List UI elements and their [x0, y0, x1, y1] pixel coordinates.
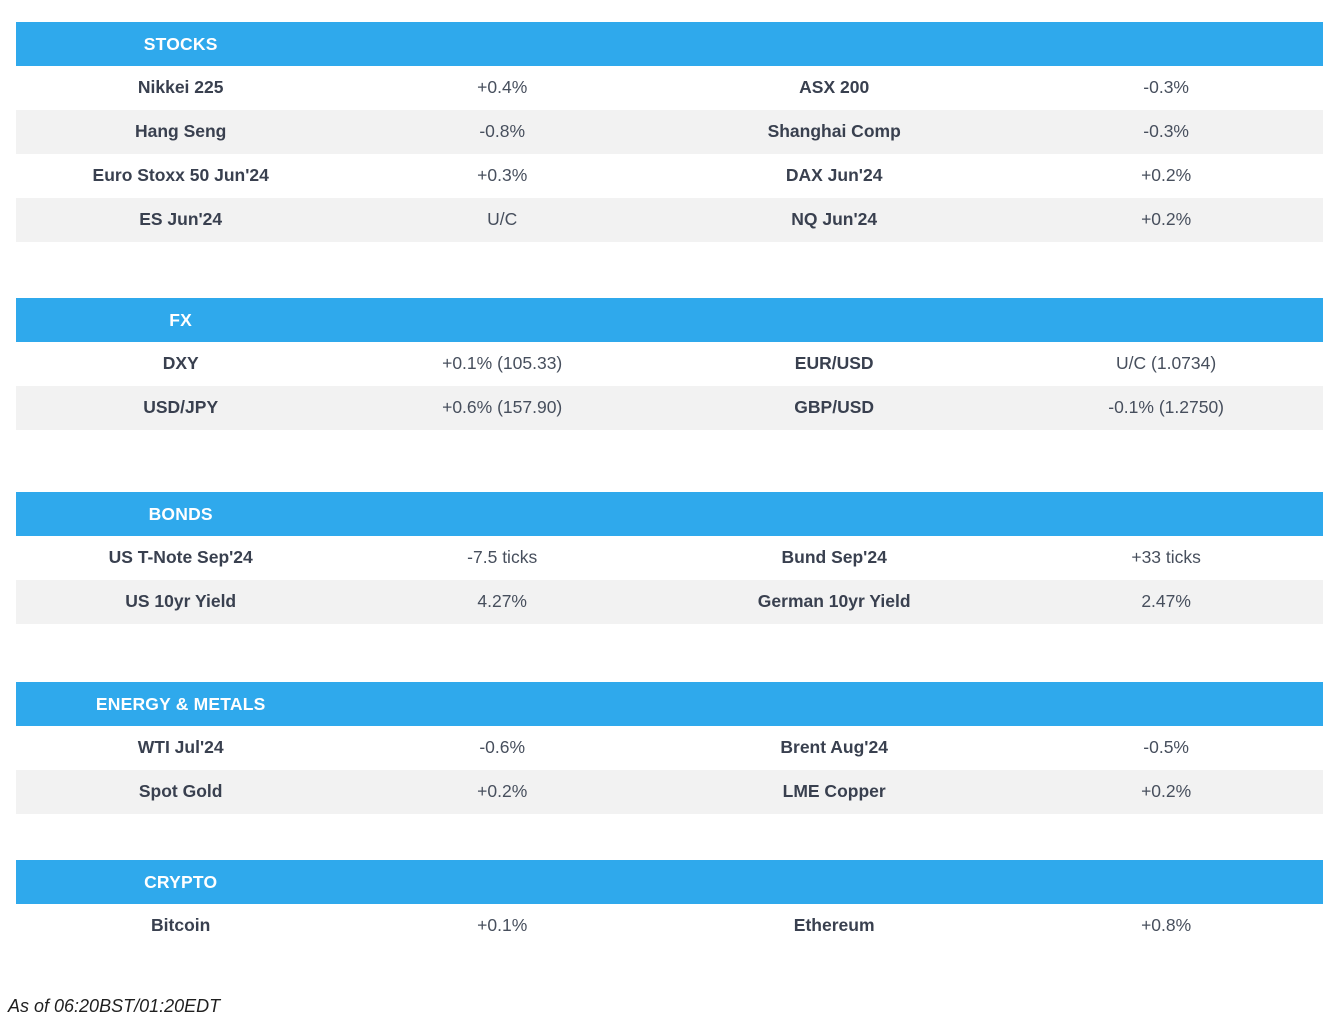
section-header-crypto: CRYPTO [16, 860, 1323, 904]
instrument-value: +0.2% [1141, 165, 1192, 186]
instrument-name: US 10yr Yield [125, 591, 237, 612]
table-row: US T-Note Sep'24 -7.5 ticks Bund Sep'24 … [16, 536, 1323, 580]
instrument-name: Spot Gold [138, 781, 223, 802]
instrument-name: LME Copper [782, 781, 886, 802]
instrument-value: 2.47% [1141, 591, 1191, 612]
section-crypto: CRYPTO Bitcoin +0.1% Ethereum +0.8% [16, 860, 1323, 948]
instrument-name: Nikkei 225 [137, 77, 224, 98]
instrument-value: -7.5 ticks [467, 547, 538, 568]
section-header-stocks: STOCKS [16, 22, 1323, 66]
instrument-value: +0.2% [477, 781, 528, 802]
instrument-value: +0.4% [477, 77, 528, 98]
section-bonds: BONDS US T-Note Sep'24 -7.5 ticks Bund S… [16, 492, 1323, 624]
section-header-bonds: BONDS [16, 492, 1323, 536]
section-stocks: STOCKS Nikkei 225 +0.4% ASX 200 -0.3% Ha… [16, 22, 1323, 242]
instrument-value: -0.1% (1.2750) [1108, 397, 1225, 418]
section-title: BONDS [148, 503, 213, 524]
section-header-fx: FX [16, 298, 1323, 342]
instrument-name: DAX Jun'24 [785, 165, 883, 186]
instrument-value: +0.8% [1141, 915, 1192, 936]
instrument-name: Euro Stoxx 50 Jun'24 [92, 165, 269, 186]
instrument-value: +0.1% (105.33) [442, 353, 563, 374]
section-fx: FX DXY +0.1% (105.33) EUR/USD U/C (1.073… [16, 298, 1323, 430]
instrument-value: -0.3% [1143, 77, 1189, 98]
instrument-value: -0.8% [479, 121, 526, 142]
table-row: Spot Gold +0.2% LME Copper +0.2% [16, 770, 1323, 814]
instrument-name: Bund Sep'24 [781, 547, 887, 568]
instrument-name: ES Jun'24 [139, 209, 223, 230]
instrument-value: U/C (1.0734) [1116, 353, 1217, 374]
table-row: Nikkei 225 +0.4% ASX 200 -0.3% [16, 66, 1323, 110]
instrument-value: +0.3% [477, 165, 528, 186]
section-header-energy-metals: ENERGY & METALS [16, 682, 1323, 726]
instrument-value: -0.5% [1143, 737, 1189, 758]
instrument-value: -0.3% [1143, 121, 1189, 142]
section-energy-metals: ENERGY & METALS WTI Jul'24 -0.6% Brent A… [16, 682, 1323, 814]
instrument-value: +0.2% [1141, 781, 1192, 802]
table-row: Bitcoin +0.1% Ethereum +0.8% [16, 904, 1323, 948]
instrument-value: +0.1% [477, 915, 528, 936]
section-title: CRYPTO [144, 871, 218, 892]
instrument-name: Ethereum [793, 915, 875, 936]
instrument-value: -0.6% [479, 737, 526, 758]
as-of-timestamp: As of 06:20BST/01:20EDT [8, 996, 221, 1016]
instrument-name: ASX 200 [799, 77, 870, 98]
instrument-name: USD/JPY [143, 397, 219, 418]
section-title: STOCKS [143, 33, 218, 54]
instrument-name: Bitcoin [151, 915, 211, 936]
table-row: US 10yr Yield 4.27% German 10yr Yield 2.… [16, 580, 1323, 624]
instrument-name: US T-Note Sep'24 [108, 547, 253, 568]
instrument-name: GBP/USD [794, 397, 875, 418]
section-title: FX [169, 309, 193, 330]
table-row: Euro Stoxx 50 Jun'24 +0.3% DAX Jun'24 +0… [16, 154, 1323, 198]
instrument-name: German 10yr Yield [757, 591, 911, 612]
instrument-name: EUR/USD [794, 353, 874, 374]
instrument-value: +0.6% (157.90) [442, 397, 563, 418]
instrument-name: Hang Seng [134, 121, 227, 142]
instrument-value: 4.27% [477, 591, 527, 612]
table-row: USD/JPY +0.6% (157.90) GBP/USD -0.1% (1.… [16, 386, 1323, 430]
instrument-value: +0.2% [1141, 209, 1192, 230]
instrument-name: Brent Aug'24 [780, 737, 888, 758]
market-data-table: STOCKS Nikkei 225 +0.4% ASX 200 -0.3% Ha… [16, 22, 1323, 948]
table-row: WTI Jul'24 -0.6% Brent Aug'24 -0.5% [16, 726, 1323, 770]
section-title: ENERGY & METALS [95, 693, 266, 714]
instrument-value: +33 ticks [1131, 547, 1201, 568]
market-wrap-report: STOCKS Nikkei 225 +0.4% ASX 200 -0.3% Ha… [0, 22, 1336, 1027]
instrument-name: Shanghai Comp [767, 121, 901, 142]
table-row: ES Jun'24 U/C NQ Jun'24 +0.2% [16, 198, 1323, 242]
table-row: Hang Seng -0.8% Shanghai Comp -0.3% [16, 110, 1323, 154]
table-row: DXY +0.1% (105.33) EUR/USD U/C (1.0734) [16, 342, 1323, 386]
instrument-value: U/C [487, 209, 518, 230]
instrument-name: NQ Jun'24 [791, 209, 878, 230]
instrument-name: WTI Jul'24 [137, 737, 224, 758]
instrument-name: DXY [162, 353, 199, 374]
